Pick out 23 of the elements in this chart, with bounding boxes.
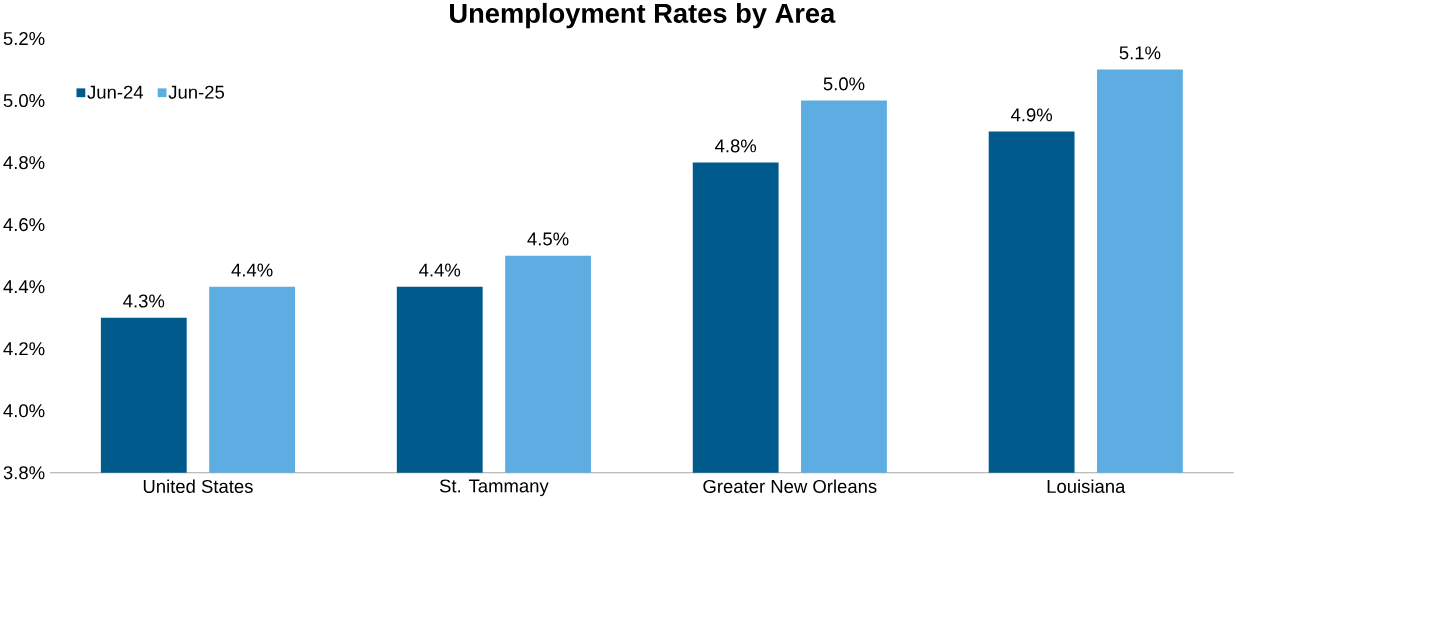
y-tick-label: 4.0% [3,404,45,418]
data-label: 5.1% [1119,46,1161,60]
data-label: 4.4% [419,263,461,277]
y-tick-label: 5.2% [3,32,45,46]
y-tick-label: 4.2% [3,342,45,356]
y-tick-label: 3.8% [3,466,45,480]
data-label: 4.9% [1010,108,1053,122]
legend-label: Jun-25 [168,85,225,99]
y-tick-label: 4.8% [3,156,45,170]
data-label: 5.0% [823,77,865,91]
x-tick-label: Louisiana [1047,479,1126,494]
data-label: 4.8% [715,139,757,153]
data-label: 4.3% [123,294,165,308]
x-tick-label: Greater New Orleans [703,479,877,494]
y-tick-label: 5.0% [3,94,45,108]
legend-label: Jun-24 [87,85,144,99]
data-label: 4.4% [231,263,273,277]
x-tick-label: United States [143,479,253,494]
x-tick-label: St. Tammany [439,479,549,497]
y-tick-label: 4.6% [3,218,45,232]
y-tick-label: 4.4% [3,280,45,294]
data-label: 4.5% [527,232,569,246]
chart-title: Unemployment Rates by Area [450,3,836,29]
